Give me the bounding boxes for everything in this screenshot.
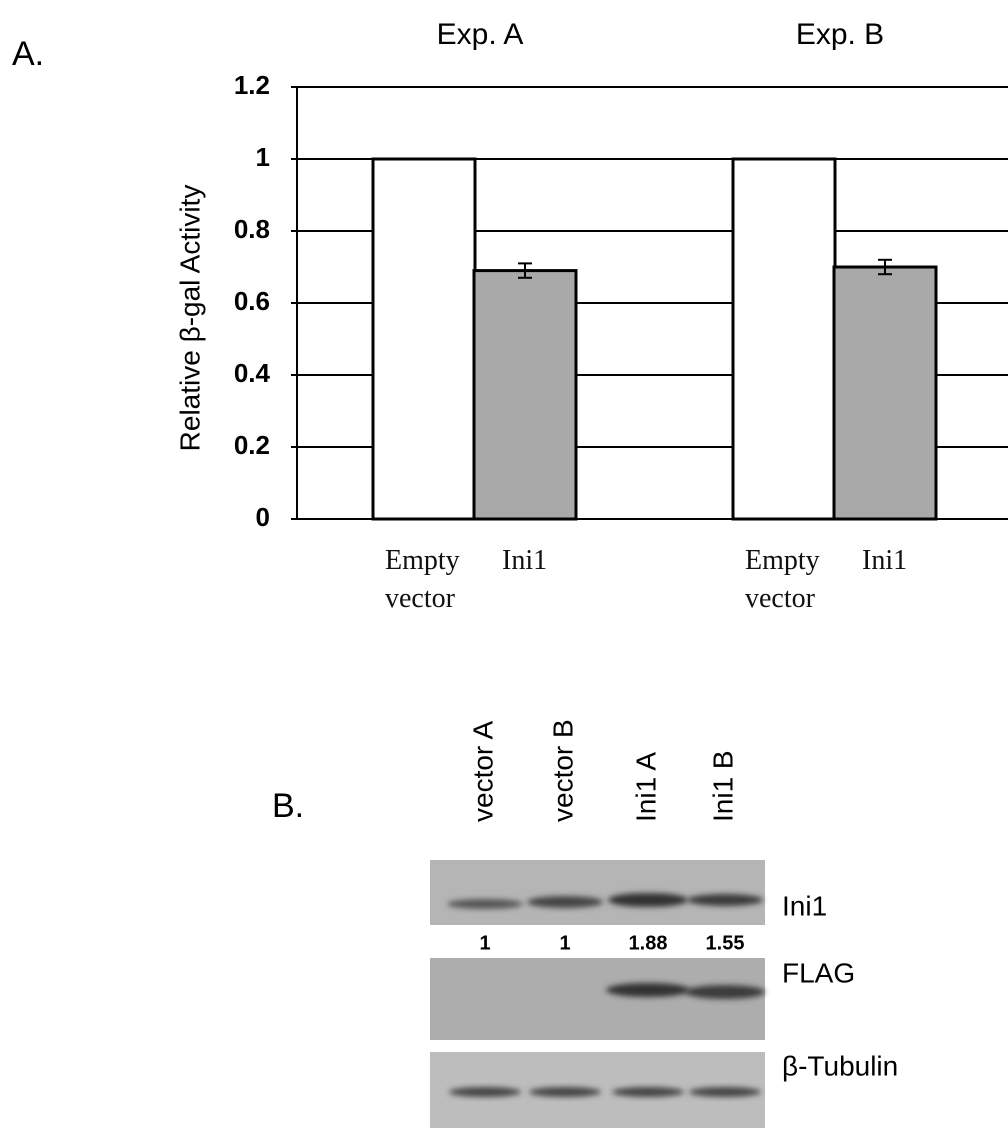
quantification: 1.88 <box>629 932 668 954</box>
x-tick-label: Empty vector <box>745 542 855 618</box>
group-label: Exp. B <box>796 18 884 51</box>
row-label: Ini1 <box>782 890 827 921</box>
lane-label: Ini1 B <box>707 750 738 822</box>
lane-label: Ini1 A <box>630 752 661 822</box>
x-tick-label: Empty vector <box>385 542 495 618</box>
y-tick-label: 1.2 <box>234 70 270 100</box>
quantification: 1 <box>559 932 570 954</box>
y-tick-label: 0.4 <box>234 358 271 388</box>
y-tick-label: 0.8 <box>234 214 270 244</box>
x-tick-label: Ini1 <box>502 542 612 580</box>
bar <box>373 159 475 519</box>
x-tick-label: Ini1 <box>862 542 972 580</box>
y-tick-label: 0.6 <box>234 286 270 316</box>
quantification: 1.55 <box>706 932 745 954</box>
panel-label: B. <box>272 787 304 825</box>
bar <box>474 271 576 519</box>
y-tick-label: 0 <box>256 502 270 532</box>
blot-panels <box>430 860 765 1128</box>
panel-label: A. <box>12 35 44 73</box>
bar <box>733 159 835 519</box>
quantification: 1 <box>479 932 490 954</box>
y-tick-label: 1 <box>256 142 270 172</box>
group-label: Exp. A <box>437 18 524 51</box>
y-tick-label: 0.2 <box>234 430 270 460</box>
figure: A. Relative β-gal Activity B. 0 0.2 0.4 0.6… <box>0 0 1008 1135</box>
lane-label: vector A <box>467 721 498 822</box>
bar <box>834 267 936 519</box>
row-label: FLAG <box>782 957 855 988</box>
row-label: β-Tubulin <box>782 1050 898 1081</box>
y-axis-title: Relative β-gal Activity <box>174 185 205 452</box>
lane-label: vector B <box>547 719 578 822</box>
